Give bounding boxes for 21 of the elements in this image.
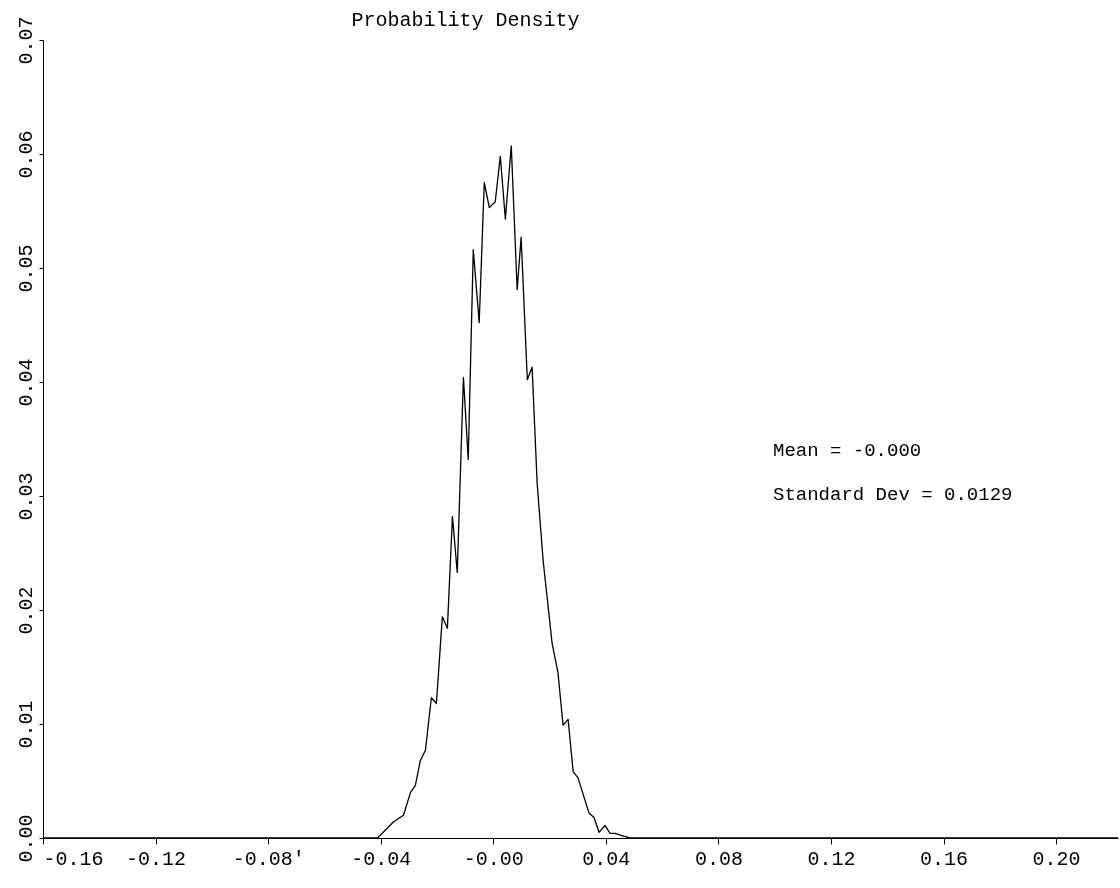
x-tick-label: 0.04 [582,847,631,871]
y-tick-label: 0.00 [14,814,38,863]
annotation: Mean = -0.000 [773,440,922,462]
annotation: Standard Dev = 0.0129 [773,484,1013,506]
y-tick-label: 0.01 [14,700,38,749]
x-tick-label: 0.16 [920,847,969,871]
x-tick-label: 0.12 [807,847,856,871]
y-tick-label: 0.05 [14,244,38,293]
y-tick-label: 0.03 [14,472,38,521]
y-tick-label: 0.04 [14,358,38,407]
y-tick-label: 0.02 [14,586,38,635]
x-tick-label: -0.16 [43,847,104,871]
x-tick-label: -0.04 [351,847,412,871]
x-tick-label: 0.20 [1032,847,1081,871]
chart-title: Probability Density [351,9,580,32]
x-tick-label: 0.08 [694,847,743,871]
y-tick-label: 0.06 [14,130,38,179]
y-tick-label: 0.07 [14,16,38,65]
x-tick-label: -0.00 [463,847,524,871]
x-tick-label: -0.08' [232,847,305,871]
x-tick-label: -0.12 [126,847,187,871]
